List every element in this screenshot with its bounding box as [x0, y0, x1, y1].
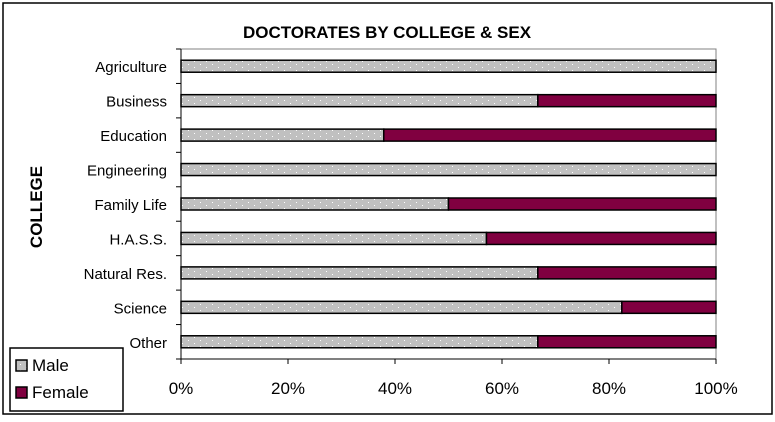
- legend-swatch-female: [15, 386, 28, 399]
- legend-box: [9, 347, 124, 412]
- bar-male-h-a-s-s: [180, 231, 488, 246]
- bars-group: [180, 59, 717, 349]
- bar-female-education: [383, 128, 717, 142]
- x-axis: 0% 20% 40% 60% 80% 100%: [169, 358, 738, 398]
- y-tick-label: Education: [100, 128, 167, 145]
- bar-female-natural-res: [537, 266, 717, 280]
- y-axis-title: COLLEGE: [27, 166, 46, 248]
- bar-female-science: [621, 300, 717, 315]
- x-tick-label: 20%: [271, 379, 305, 398]
- y-tick-label: Agriculture: [95, 59, 167, 76]
- y-tick-label: Natural Res.: [84, 266, 167, 283]
- y-tick-label: Family Life: [94, 197, 167, 214]
- bar-male-natural-res: [180, 266, 539, 280]
- y-tick-label: Other: [129, 335, 167, 352]
- bar-male-science: [180, 300, 623, 315]
- bar-male-other: [180, 335, 539, 349]
- legend-swatch-male: [15, 359, 28, 372]
- bar-male-business: [180, 93, 539, 108]
- y-tick-label: Engineering: [87, 163, 167, 180]
- y-axis: Agriculture Business Education Engineering F…: [84, 48, 182, 360]
- legend-label-male: Male: [32, 356, 69, 375]
- bar-female-business: [537, 93, 717, 108]
- x-tick-label: 60%: [485, 379, 519, 398]
- bar-male-education: [180, 128, 385, 142]
- bar-female-h-a-s-s: [485, 231, 717, 246]
- y-tick-label: H.A.S.S.: [109, 231, 167, 248]
- x-tick-label: 100%: [694, 379, 737, 398]
- chart-title: DOCTORATES BY COLLEGE & SEX: [243, 23, 532, 42]
- x-tick-label: 40%: [378, 379, 412, 398]
- bar-male-agriculture: [180, 59, 717, 73]
- legend-label-female: Female: [32, 383, 89, 402]
- x-tick-label: 80%: [592, 379, 626, 398]
- x-tick-label: 0%: [169, 379, 194, 398]
- y-tick-label: Business: [106, 94, 167, 111]
- y-tick-label: Science: [114, 300, 167, 317]
- bar-female-other: [537, 335, 717, 349]
- legend: Male Female: [9, 347, 124, 412]
- bar-male-engineering: [180, 162, 717, 177]
- bar-male-family-life: [180, 197, 450, 211]
- bar-female-family-life: [447, 197, 717, 211]
